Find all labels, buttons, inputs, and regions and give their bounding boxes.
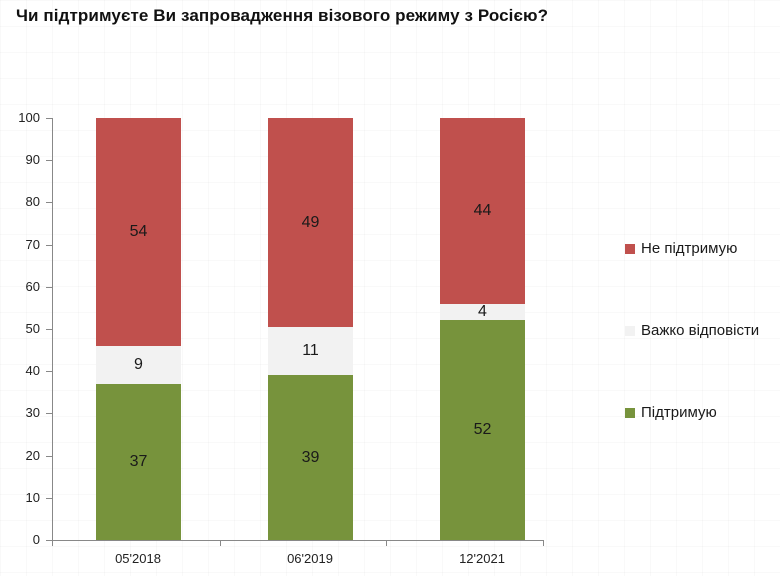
x-tick (543, 540, 544, 546)
bar-06-2019: 49 11 39 (268, 118, 353, 540)
legend-item-support: Підтримую (625, 404, 717, 421)
legend-item-not-support: Не підтримую (625, 240, 737, 257)
legend-swatch-red (625, 243, 635, 254)
legend-swatch-gray (625, 325, 635, 336)
y-tick-label: 80 (25, 194, 40, 209)
y-tick (46, 245, 52, 246)
y-tick-label: 30 (25, 405, 40, 420)
y-tick-label: 10 (25, 490, 40, 505)
y-tick (46, 456, 52, 457)
x-tick (386, 540, 387, 546)
x-tick-label: 06'2019 (287, 551, 333, 566)
segment-support: 52 (440, 320, 525, 540)
segment-support: 37 (96, 384, 181, 540)
legend-label: Підтримую (641, 404, 717, 421)
y-tick-label: 100 (18, 110, 40, 125)
y-tick (46, 287, 52, 288)
chart-title: Чи підтримуєте Ви запровадження візового… (16, 6, 549, 25)
y-tick (46, 329, 52, 330)
y-tick-label: 60 (25, 279, 40, 294)
x-tick-label: 05'2018 (115, 551, 161, 566)
x-axis (52, 540, 544, 541)
y-tick-label: 40 (25, 363, 40, 378)
y-tick (46, 498, 52, 499)
segment-hard-to-say: 9 (96, 346, 181, 384)
segment-hard-to-say: 4 (440, 303, 525, 320)
y-tick-label: 50 (25, 321, 40, 336)
legend-swatch-green (625, 407, 635, 418)
y-tick (46, 118, 52, 119)
segment-not-support: 54 (96, 118, 181, 346)
x-tick-label: 12'2021 (459, 551, 505, 566)
y-tick (46, 202, 52, 203)
y-tick-label: 0 (32, 532, 40, 547)
legend-label: Важко відповісти (641, 322, 760, 339)
segment-not-support: 44 (440, 118, 525, 304)
legend-label: Не підтримую (641, 240, 738, 257)
y-tick-label: 70 (25, 237, 40, 252)
segment-not-support: 49 (268, 118, 353, 327)
y-tick-label: 90 (25, 152, 40, 167)
y-tick (46, 413, 52, 414)
y-tick (46, 540, 52, 541)
x-tick (220, 540, 221, 546)
y-tick (46, 160, 52, 161)
legend-item-hard-to-say: Важко відповісти (625, 322, 759, 339)
segment-support: 39 (268, 375, 353, 540)
y-tick-label: 20 (25, 448, 40, 463)
x-tick (52, 540, 53, 546)
bar-05-2018: 54 9 37 (96, 118, 181, 540)
y-tick (46, 371, 52, 372)
bar-12-2021: 44 4 52 (440, 118, 525, 540)
y-axis (52, 118, 53, 541)
segment-hard-to-say: 11 (268, 327, 353, 375)
